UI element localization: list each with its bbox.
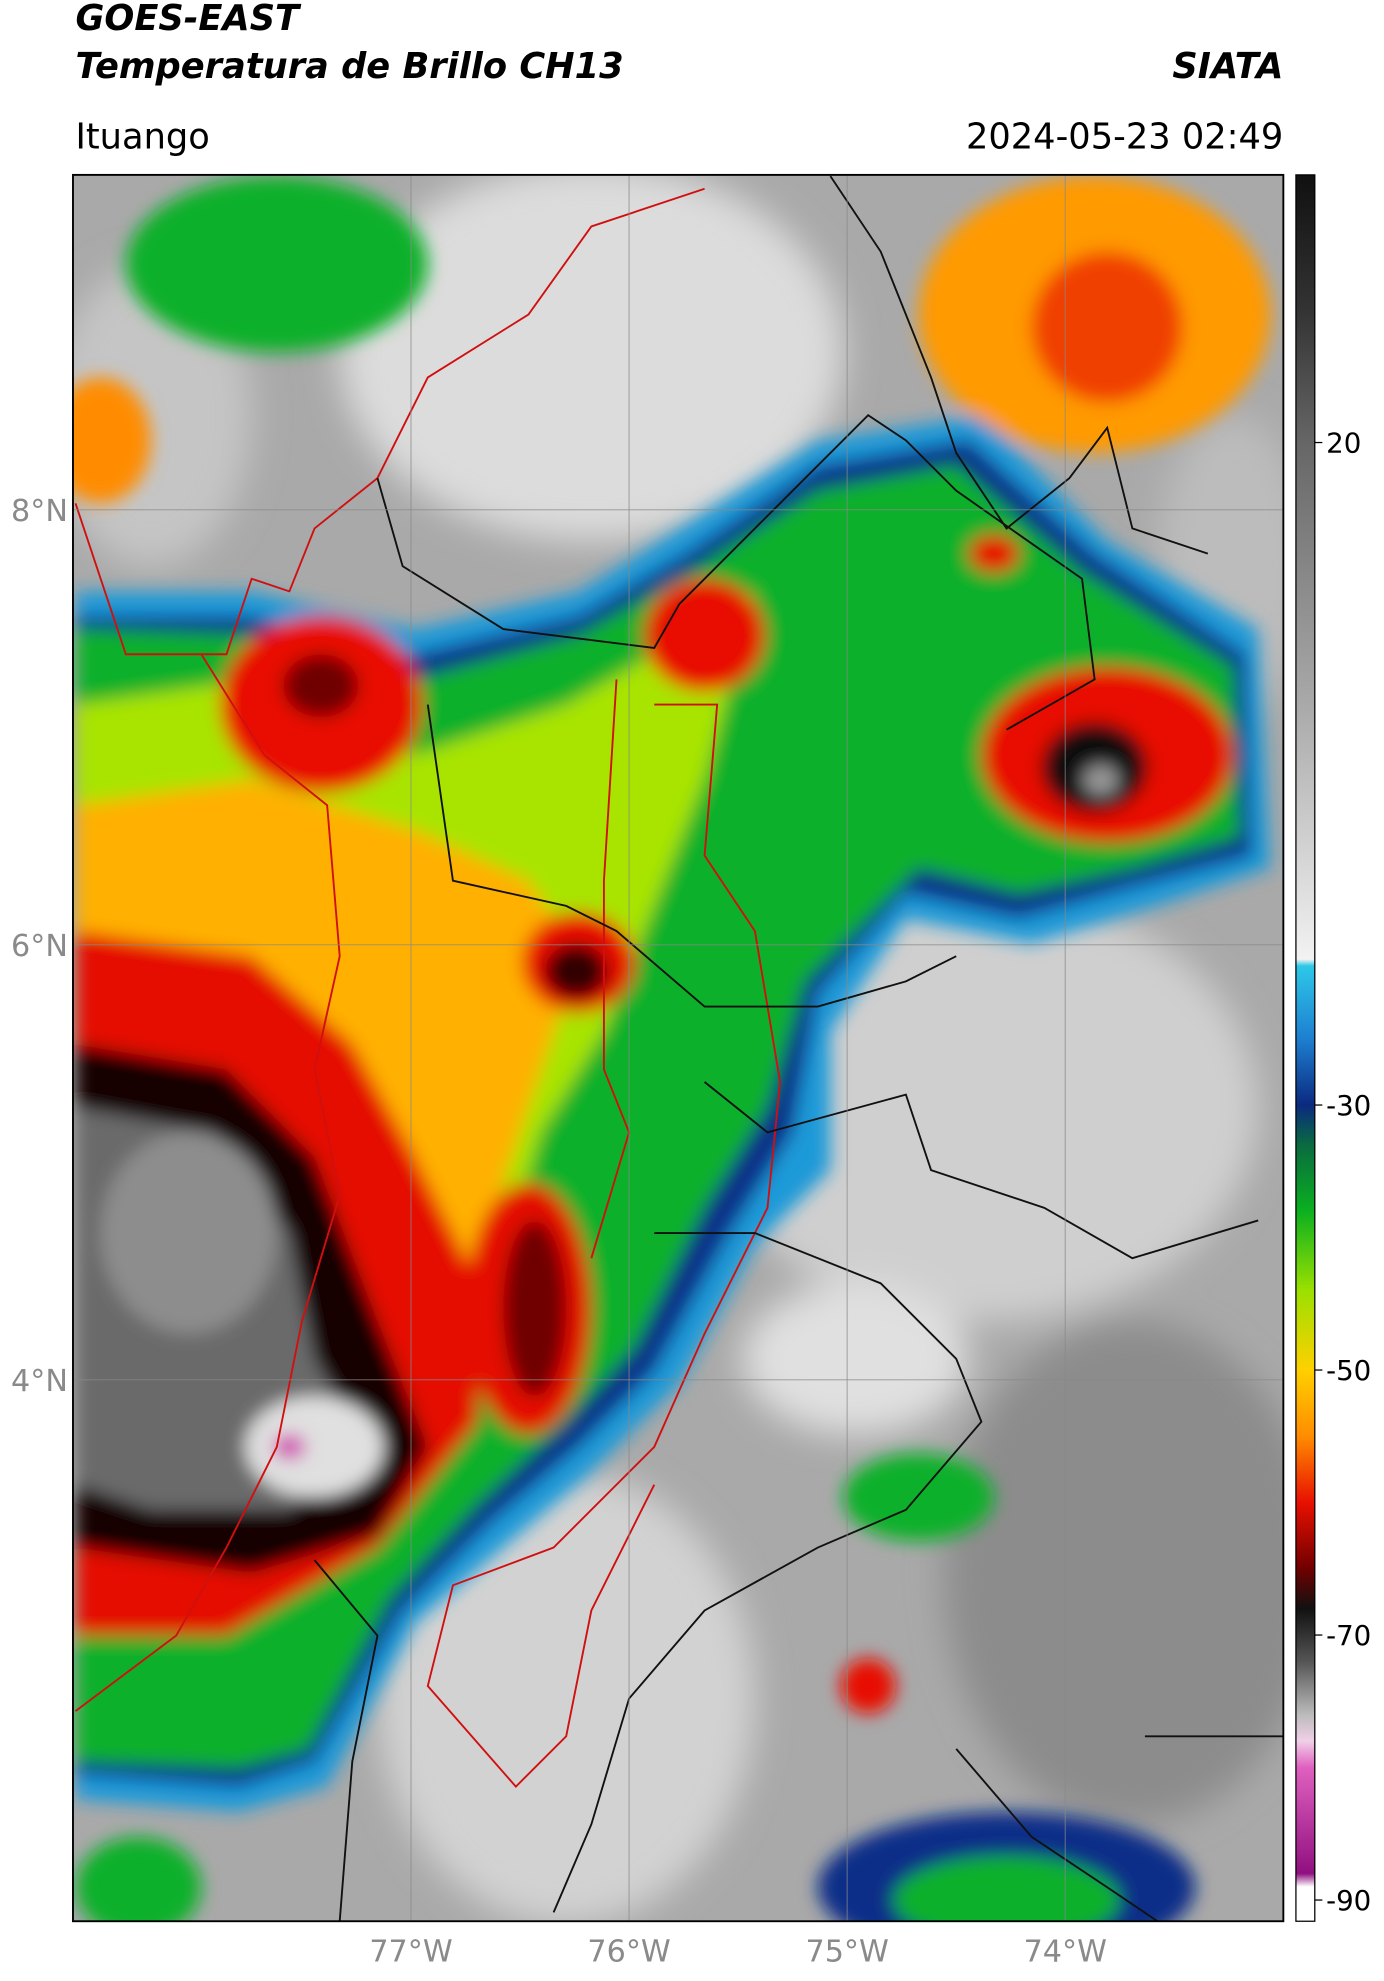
colorbar-tick-label: -50 [1326, 1354, 1371, 1387]
title: GOES-EAST [75, 0, 302, 39]
colorbar-tick-label: -70 [1326, 1619, 1371, 1652]
subtitle: Temperatura de Brillo CH13 [75, 46, 623, 87]
x-tick-label: 76°W [587, 1934, 670, 1969]
colorbar-tick-label: -90 [1326, 1884, 1371, 1917]
y-tick-label: 6°N [11, 929, 68, 964]
grid [72, 174, 1284, 1922]
colorbar-tick-label: 20 [1326, 427, 1361, 460]
x-tick-label: 74°W [1024, 1934, 1107, 1969]
location: Ituango [75, 116, 209, 157]
colorbar [1295, 174, 1316, 1922]
datetime: 2024-05-23 02:49 [966, 116, 1283, 157]
satellite-image [72, 174, 1284, 1922]
colorbar-tick-label: -30 [1326, 1089, 1371, 1122]
x-tick-label: 77°W [369, 1934, 452, 1969]
x-tick-label: 75°W [805, 1934, 888, 1969]
map-frame [72, 173, 1285, 1923]
y-tick-label: 8°N [11, 494, 68, 529]
source: SIATA [1172, 46, 1283, 87]
y-tick-label: 4°N [11, 1364, 68, 1399]
